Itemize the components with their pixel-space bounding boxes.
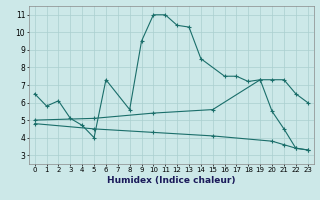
X-axis label: Humidex (Indice chaleur): Humidex (Indice chaleur) <box>107 176 236 185</box>
